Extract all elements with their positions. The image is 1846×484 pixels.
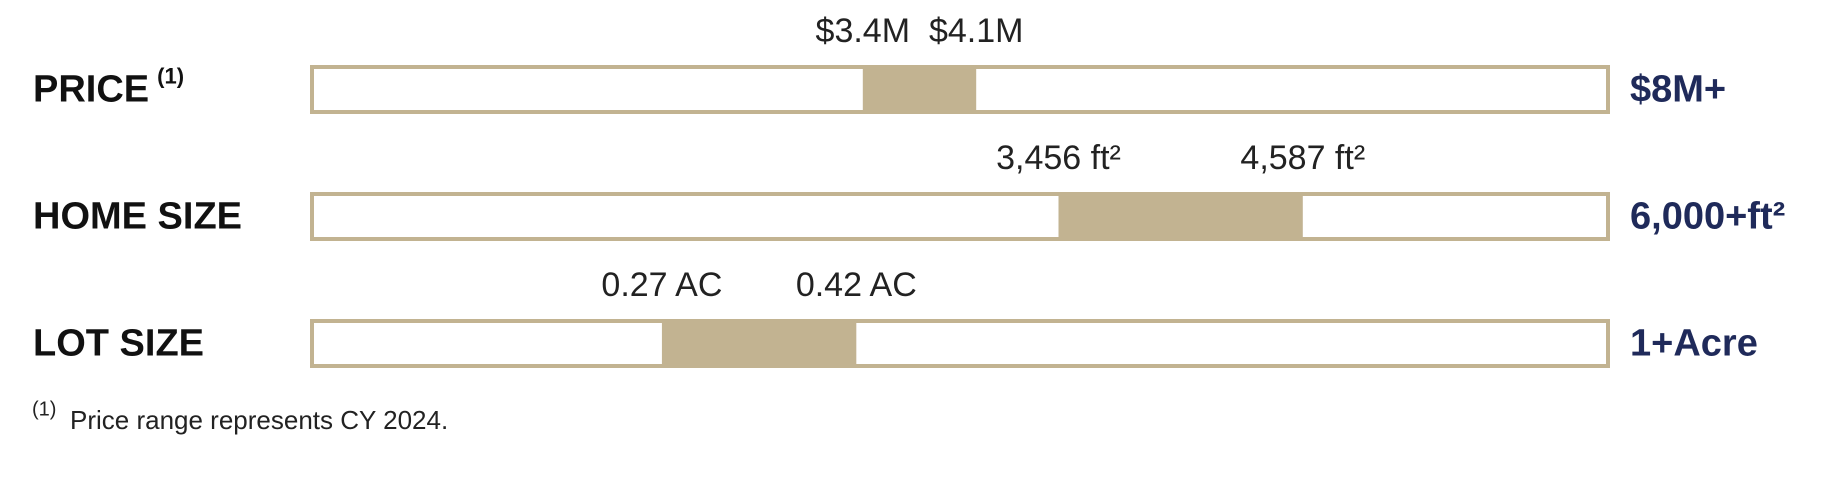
value-label: 3,456 ft² — [996, 139, 1121, 177]
value-label: 4,587 ft² — [1240, 139, 1365, 177]
track — [310, 192, 1610, 241]
value-label: 0.42 AC — [796, 266, 917, 304]
row-title: PRICE — [33, 69, 149, 111]
value-label: $4.1M — [929, 12, 1024, 50]
max-label: 1+Acre — [1630, 323, 1758, 365]
row-title: HOME SIZE — [33, 196, 242, 238]
row-title: LOT SIZE — [33, 323, 204, 365]
max-label: 6,000+ft² — [1630, 196, 1785, 238]
title-note: (1) — [157, 63, 184, 88]
footnote: Price range represents CY 2024. — [70, 405, 448, 435]
range-bar — [661, 323, 857, 364]
footnote-marker: (1) — [32, 398, 56, 420]
track — [310, 319, 1610, 368]
range-bar — [862, 69, 977, 110]
max-label: $8M+ — [1630, 69, 1726, 111]
value-label: $3.4M — [816, 12, 911, 50]
range-bar — [1058, 196, 1303, 237]
value-label: 0.27 AC — [601, 266, 722, 304]
